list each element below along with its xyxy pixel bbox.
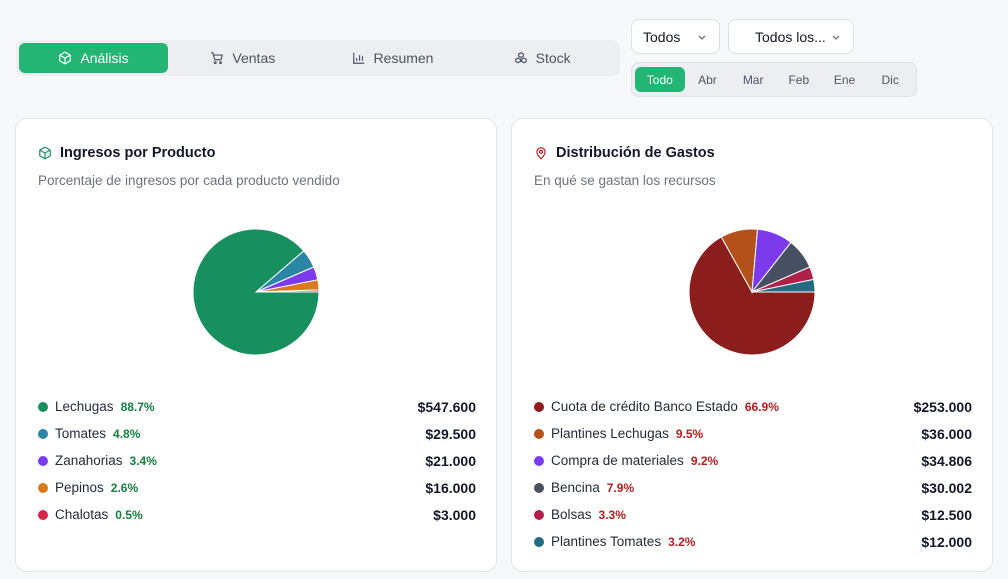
legend-amount: $547.600 [417,398,476,415]
legend-dot [534,455,544,466]
pie-slice-cuota-de-cr-dito-banco-estado [688,236,816,356]
pie-slice-plantines-tomates [751,278,816,293]
legend-amount: $34.806 [921,452,972,469]
legend-name: Tomates [55,426,107,441]
legend-row: Bolsas 3.3% $12.500 [534,501,972,528]
legend-amount: $12.000 [921,533,972,550]
legend-row: Pepinos 2.6% $16.000 [38,474,476,501]
tab-label: Ventas [232,50,276,66]
legend-amount: $16.000 [425,479,476,496]
map-pin-icon [536,147,546,160]
legend-dot [38,401,48,412]
legend-dot [38,482,48,493]
legend-percent: 4.8% [113,426,141,441]
expense-card-title: Distribución de Gastos [534,145,715,161]
tab-label: Análisis [80,50,129,66]
income-card: Ingresos por Producto Porcentaje de ingr… [15,118,497,572]
expense-subtitle: En qué se gastan los recursos [534,173,716,188]
expense-legend: Cuota de crédito Banco Estado 66.9% $253.0… [534,393,972,555]
tab-resumen[interactable]: Resumen [318,43,468,73]
month-ene[interactable]: Ene [833,72,856,87]
legend-name: Bolsas [551,507,592,522]
tab-analisis[interactable]: Análisis [19,43,168,73]
income-legend: Lechugas 88.7% $547.600 Tomates 4.8% $29.500 Z… [38,393,476,528]
income-subtitle: Porcentaje de ingresos por cada producto… [38,173,340,188]
category-select-value: Todos [643,28,681,45]
month-filter: Todo Abr Mar Feb Ene Dic [631,62,917,97]
pie-slice-chalotas [255,289,320,293]
legend-percent: 7.9% [606,480,635,495]
legend-name: Lechugas [55,399,114,414]
legend-percent: 3.4% [129,453,157,468]
legend-percent: 9.2% [690,453,719,468]
legend-name: Cuota de crédito Banco Estado [551,399,738,414]
box-icon [39,146,51,160]
month-abr[interactable]: Abr [698,72,717,87]
legend-row: Bencina 7.9% $30.002 [534,474,972,501]
category-select[interactable]: Todos [631,19,720,54]
legend-percent: 2.6% [110,480,139,495]
legend-dot [534,428,544,439]
tab-label: Resumen [373,50,434,66]
legend-dot [38,455,48,466]
legend-amount: $3.000 [433,506,476,523]
product-select[interactable]: Todos los... [728,19,854,54]
tab-label: Stock [535,50,571,66]
legend-percent: 0.5% [115,507,143,522]
legend-row: Chalotas 0.5% $3.000 [38,501,476,528]
legend-amount: $253.000 [913,398,972,415]
legend-percent: 66.9% [744,399,779,414]
legend-name: Plantines Tomates [551,534,662,549]
month-dic[interactable]: Dic [881,72,899,87]
legend-dot [534,482,544,493]
month-feb[interactable]: Feb [788,72,810,87]
expense-card: Distribución de Gastos En qué se gastan … [511,118,993,572]
legend-percent: 3.2% [668,534,696,549]
legend-row: Cuota de crédito Banco Estado 66.9% $253.0… [534,393,972,420]
legend-percent: 3.3% [598,507,626,522]
month-todo[interactable]: Todo [635,67,685,92]
legend-name: Compra de materiales [551,453,684,468]
boxes-icon [514,52,527,64]
legend-row: Plantines Tomates 3.2% $12.000 [534,528,972,555]
legend-name: Chalotas [55,507,109,522]
income-pie-chart [192,228,320,356]
legend-row: Plantines Lechugas 9.5% $36.000 [534,420,972,447]
legend-row: Zanahorias 3.4% $21.000 [38,447,476,474]
month-mar[interactable]: Mar [742,72,764,87]
legend-dot [534,509,544,520]
legend-name: Pepinos [55,480,104,495]
tab-stock[interactable]: Stock [467,43,617,73]
legend-percent: 88.7% [120,399,155,414]
expense-pie-chart [688,228,816,356]
legend-percent: 9.5% [675,426,704,441]
legend-name: Zanahorias [55,453,123,468]
cart-icon [211,52,224,65]
legend-dot [38,428,48,439]
expense-title-text: Distribución de Gastos [556,145,715,161]
legend-dot [534,536,544,547]
income-card-title: Ingresos por Producto [38,145,216,161]
legend-name: Bencina [551,480,600,495]
income-title-text: Ingresos por Producto [60,145,216,161]
main-tabs: Análisis Ventas Resumen Stock [16,40,620,76]
legend-amount: $36.000 [921,425,972,442]
legend-dot [38,509,48,520]
box-icon [59,51,72,65]
chevron-down-icon [698,35,706,40]
legend-row: Tomates 4.8% $29.500 [38,420,476,447]
legend-amount: $12.500 [921,506,972,523]
legend-row: Lechugas 88.7% $547.600 [38,393,476,420]
legend-amount: $21.000 [425,452,476,469]
legend-amount: $29.500 [425,425,476,442]
product-select-value: Todos los... [755,28,826,45]
chevron-down-icon [832,35,840,40]
legend-amount: $30.002 [921,479,972,496]
bar-chart-icon [352,52,364,64]
legend-row: Compra de materiales 9.2% $34.806 [534,447,972,474]
tab-ventas[interactable]: Ventas [168,43,318,73]
legend-name: Plantines Lechugas [551,426,669,441]
legend-dot [534,401,544,412]
